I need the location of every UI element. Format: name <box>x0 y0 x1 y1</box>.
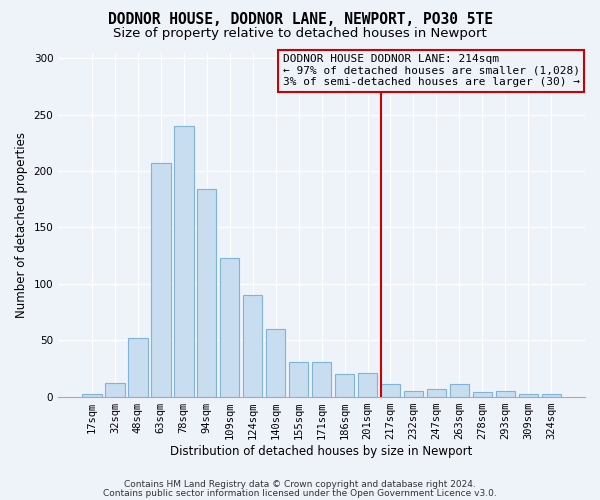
Bar <box>518 394 538 396</box>
Bar <box>381 384 400 396</box>
Bar <box>151 163 170 396</box>
Bar <box>289 362 308 396</box>
Text: DODNOR HOUSE DODNOR LANE: 214sqm
← 97% of detached houses are smaller (1,028)
3%: DODNOR HOUSE DODNOR LANE: 214sqm ← 97% o… <box>283 54 580 88</box>
Bar <box>174 126 194 396</box>
Bar <box>335 374 355 396</box>
Bar <box>266 329 286 396</box>
Text: Contains public sector information licensed under the Open Government Licence v3: Contains public sector information licen… <box>103 488 497 498</box>
Text: Contains HM Land Registry data © Crown copyright and database right 2024.: Contains HM Land Registry data © Crown c… <box>124 480 476 489</box>
Bar <box>105 383 125 396</box>
Bar <box>404 391 423 396</box>
Bar <box>427 388 446 396</box>
Bar <box>197 189 217 396</box>
Bar <box>220 258 239 396</box>
Bar <box>312 362 331 396</box>
Bar <box>82 394 101 396</box>
Bar <box>449 384 469 396</box>
X-axis label: Distribution of detached houses by size in Newport: Distribution of detached houses by size … <box>170 444 473 458</box>
Bar <box>128 338 148 396</box>
Y-axis label: Number of detached properties: Number of detached properties <box>15 132 28 318</box>
Text: DODNOR HOUSE, DODNOR LANE, NEWPORT, PO30 5TE: DODNOR HOUSE, DODNOR LANE, NEWPORT, PO30… <box>107 12 493 28</box>
Bar <box>358 373 377 396</box>
Bar <box>243 295 262 396</box>
Text: Size of property relative to detached houses in Newport: Size of property relative to detached ho… <box>113 28 487 40</box>
Bar <box>473 392 492 396</box>
Bar <box>496 391 515 396</box>
Bar <box>542 394 561 396</box>
